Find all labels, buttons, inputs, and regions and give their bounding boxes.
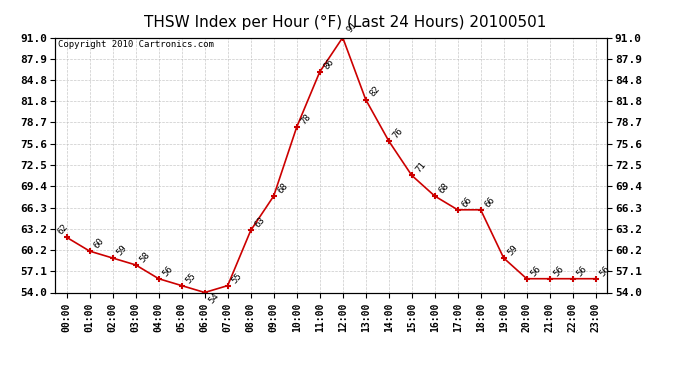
- Text: 82: 82: [368, 85, 382, 99]
- Text: 63: 63: [253, 216, 267, 230]
- Text: 60: 60: [92, 236, 106, 250]
- Text: THSW Index per Hour (°F) (Last 24 Hours) 20100501: THSW Index per Hour (°F) (Last 24 Hours)…: [144, 15, 546, 30]
- Text: 56: 56: [575, 264, 589, 278]
- Text: 78: 78: [299, 112, 313, 126]
- Text: 58: 58: [139, 250, 152, 264]
- Text: 86: 86: [322, 57, 336, 71]
- Text: 76: 76: [391, 126, 405, 140]
- Text: 71: 71: [415, 160, 428, 174]
- Text: 56: 56: [529, 264, 543, 278]
- Text: 68: 68: [437, 181, 451, 195]
- Text: 66: 66: [460, 195, 474, 209]
- Text: 56: 56: [553, 264, 566, 278]
- Text: 66: 66: [484, 195, 497, 209]
- Text: 68: 68: [277, 181, 290, 195]
- Text: 55: 55: [184, 271, 198, 285]
- Text: 56: 56: [598, 264, 612, 278]
- Text: Copyright 2010 Cartronics.com: Copyright 2010 Cartronics.com: [58, 40, 214, 49]
- Text: 59: 59: [115, 243, 129, 257]
- Text: 55: 55: [230, 271, 244, 285]
- Text: 59: 59: [506, 243, 520, 257]
- Text: 54: 54: [208, 292, 221, 306]
- Text: 56: 56: [161, 264, 175, 278]
- Text: 62: 62: [56, 223, 70, 237]
- Text: 91: 91: [346, 20, 359, 34]
